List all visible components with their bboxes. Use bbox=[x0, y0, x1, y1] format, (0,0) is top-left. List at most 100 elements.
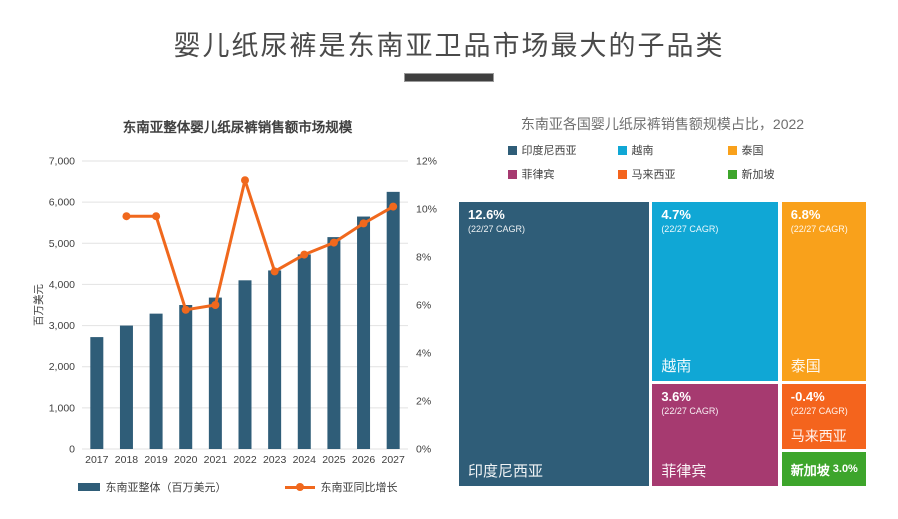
cagr-value: 6.8% bbox=[790, 207, 821, 222]
treemap-panel: 东南亚各国婴儿纸尿裤销售额规模占比，2022 印度尼西亚 越南 泰国 菲律宾 马… bbox=[459, 112, 866, 496]
slide-title: 婴儿纸尿裤是东南亚卫品市场最大的子品类 bbox=[173, 31, 725, 61]
indonesia-swatch-icon bbox=[507, 145, 517, 155]
y-axis-left-tick: 3,000 bbox=[49, 320, 75, 332]
combo-chart-legend: 东南亚整体（百万美元） 东南亚同比增长 bbox=[30, 479, 445, 495]
growth-point bbox=[241, 176, 249, 185]
treemap-block-philippines: 3.6% (22/27 CAGR) 菲律宾 bbox=[652, 384, 779, 486]
bar-2019 bbox=[149, 313, 163, 449]
legend-item-philippines: 菲律宾 bbox=[507, 166, 618, 182]
x-axis-tick: 2023 bbox=[263, 454, 287, 466]
x-axis-tick: 2024 bbox=[293, 454, 317, 466]
growth-point bbox=[329, 238, 338, 247]
x-axis-tick: 2020 bbox=[174, 454, 198, 466]
growth-point bbox=[211, 301, 220, 309]
country-label: 菲律宾 bbox=[661, 462, 707, 480]
y-axis-right-tick: 6% bbox=[416, 300, 431, 312]
treemap: 12.6% (22/27 CAGR) 印度尼西亚 4.7% (22/27 CAG… bbox=[459, 202, 866, 486]
bar-series-swatch-icon bbox=[77, 483, 100, 491]
singapore-label-row: 新加坡 3.0% bbox=[791, 460, 866, 479]
legend-item-singapore: 新加坡 bbox=[727, 166, 818, 182]
cagr-note: (22/27 CAGR) bbox=[661, 223, 719, 234]
y-axis-left-tick: 2,000 bbox=[49, 361, 75, 373]
treemap-block-singapore: 新加坡 3.0% bbox=[781, 451, 866, 486]
country-label: 印度尼西亚 bbox=[468, 463, 544, 480]
growth-point bbox=[181, 305, 190, 314]
growth-point bbox=[152, 212, 161, 221]
y-axis-left-tick: 1,000 bbox=[49, 402, 75, 414]
line-series-label: 东南亚同比增长 bbox=[320, 482, 398, 494]
singapore-swatch-icon bbox=[727, 169, 737, 179]
bar-2021 bbox=[208, 297, 222, 449]
bar-2024 bbox=[297, 254, 311, 449]
thailand-swatch-icon bbox=[727, 145, 737, 155]
combo-chart-title: 东南亚整体婴儿纸尿裤销售额市场规模 bbox=[122, 120, 353, 135]
bar-2025 bbox=[327, 237, 341, 449]
combo-chart-panel: 东南亚整体婴儿纸尿裤销售额市场规模 0 1,000 2,000 3,000 4,000 5… bbox=[30, 112, 445, 495]
y-axis-right-tick: 4% bbox=[416, 348, 431, 360]
growth-line bbox=[126, 178, 394, 312]
legend-label: 新加坡 bbox=[741, 169, 775, 181]
bar-2027 bbox=[386, 191, 400, 449]
treemap-block-malaysia: -0.4% (22/27 CAGR) 马来西亚 bbox=[781, 384, 866, 449]
country-label: 新加坡 bbox=[790, 462, 830, 478]
x-axis-tick: 2025 bbox=[322, 454, 346, 466]
y-axis-right-tick: 0% bbox=[416, 444, 431, 456]
bar-2026 bbox=[357, 216, 371, 449]
x-axis-tick: 2019 bbox=[144, 454, 168, 466]
cagr-note: (22/27 CAGR) bbox=[790, 405, 848, 416]
cagr-value: 3.0% bbox=[832, 463, 858, 476]
bar-2017 bbox=[90, 337, 104, 449]
growth-point bbox=[270, 267, 279, 276]
legend-item-vietnam: 越南 bbox=[617, 142, 728, 158]
bar-2023 bbox=[268, 270, 282, 449]
x-axis-tick: 2027 bbox=[382, 454, 406, 466]
title-underline-bar bbox=[404, 73, 494, 82]
cagr-value: 12.6% bbox=[468, 207, 505, 222]
treemap-block-indonesia: 12.6% (22/27 CAGR) 印度尼西亚 bbox=[459, 202, 650, 486]
bar-series-label: 东南亚整体（百万美元） bbox=[105, 482, 227, 494]
cagr-note: (22/27 CAGR) bbox=[790, 223, 848, 234]
country-label: 泰国 bbox=[790, 357, 821, 375]
treemap-block-thailand: 6.8% (22/27 CAGR) 泰国 bbox=[781, 202, 866, 381]
country-label: 越南 bbox=[661, 357, 692, 375]
cagr-note: (22/27 CAGR) bbox=[468, 223, 526, 234]
legend-item-malaysia: 马来西亚 bbox=[617, 166, 728, 182]
legend-item-thailand: 泰国 bbox=[727, 142, 818, 158]
line-series-swatch-icon bbox=[284, 483, 315, 491]
y-axis-left-tick: 7,000 bbox=[49, 156, 75, 168]
bar-2022 bbox=[238, 280, 252, 449]
y-axis-left-tick: 6,000 bbox=[49, 197, 75, 209]
legend-label: 泰国 bbox=[741, 145, 764, 157]
growth-point bbox=[122, 212, 131, 221]
vietnam-swatch-icon bbox=[617, 145, 627, 155]
cagr-note: (22/27 CAGR) bbox=[661, 405, 719, 416]
legend-label: 越南 bbox=[631, 145, 654, 157]
treemap-legend: 印度尼西亚 越南 泰国 菲律宾 马来西亚 新加坡 bbox=[507, 142, 818, 182]
y-axis-right-tick: 2% bbox=[416, 396, 431, 408]
legend-item-line-series: 东南亚同比增长 bbox=[284, 479, 398, 495]
combo-chart-canvas: 0 1,000 2,000 3,000 4,000 5,000 6,000 7,000 0% 2%… bbox=[32, 156, 437, 467]
y-axis-left-tick: 0 bbox=[69, 444, 75, 456]
philippines-swatch-icon bbox=[507, 169, 517, 179]
x-axis-tick: 2017 bbox=[85, 454, 109, 466]
cagr-value: 4.7% bbox=[661, 207, 691, 222]
treemap-block-vietnam: 4.7% (22/27 CAGR) 越南 bbox=[652, 202, 779, 381]
y-axis-title: 百万美元 bbox=[32, 284, 45, 326]
bar-2020 bbox=[179, 305, 193, 449]
x-axis-tick: 2018 bbox=[115, 454, 139, 466]
growth-point bbox=[389, 202, 398, 211]
cagr-value: 3.6% bbox=[661, 389, 691, 405]
treemap-title: 东南亚各国婴儿纸尿裤销售额规模占比，2022 bbox=[520, 116, 805, 132]
legend-label: 印度尼西亚 bbox=[521, 145, 577, 157]
x-axis-tick: 2022 bbox=[233, 454, 257, 466]
legend-label: 马来西亚 bbox=[631, 169, 676, 181]
legend-item-bar-series: 东南亚整体（百万美元） bbox=[77, 479, 227, 495]
x-axis-tick: 2026 bbox=[352, 454, 376, 466]
y-axis-right-tick: 12% bbox=[416, 156, 437, 168]
legend-label: 菲律宾 bbox=[521, 169, 555, 181]
cagr-value: -0.4% bbox=[790, 389, 825, 405]
y-axis-left-tick: 4,000 bbox=[49, 279, 75, 291]
bar-2018 bbox=[119, 325, 133, 449]
y-axis-left-tick: 5,000 bbox=[49, 238, 75, 250]
